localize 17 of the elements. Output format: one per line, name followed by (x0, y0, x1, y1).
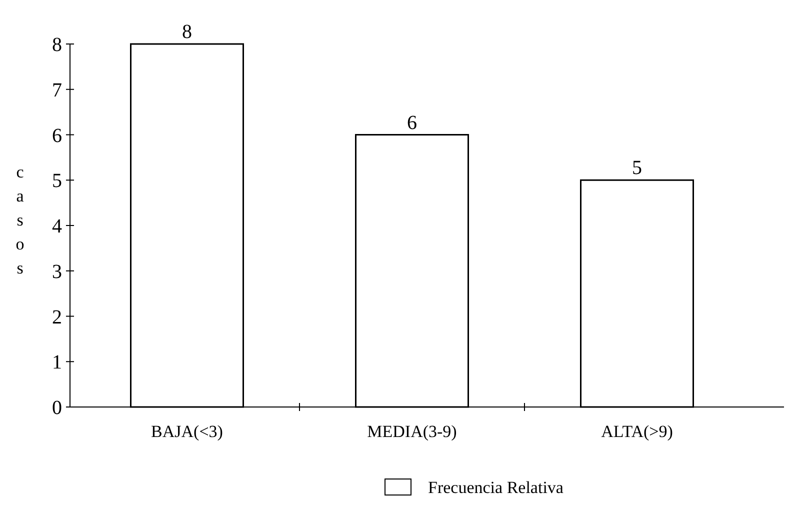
y-tick-label: 6 (52, 124, 62, 147)
y-axis-title: casos (16, 162, 24, 278)
y-tick-label: 2 (52, 306, 62, 328)
y-tick-label: 8 (52, 34, 62, 56)
data-label: 8 (182, 21, 192, 43)
y-tick-label: 3 (52, 260, 62, 283)
y-tick-label: 4 (52, 216, 62, 238)
x-tick-label: MEDIA(3-9) (367, 422, 457, 441)
x-tick-label: BAJA(<3) (151, 422, 223, 441)
data-label: 6 (407, 112, 417, 134)
y-tick-label: 5 (52, 170, 62, 192)
y-tick-label: 7 (52, 79, 62, 102)
y-tick-label: 1 (52, 352, 62, 374)
y-tick-label: 0 (52, 397, 62, 419)
data-label: 5 (632, 157, 642, 180)
legend-label: Frecuencia Relativa (428, 478, 564, 497)
x-tick-label: ALTA(>9) (601, 422, 673, 441)
